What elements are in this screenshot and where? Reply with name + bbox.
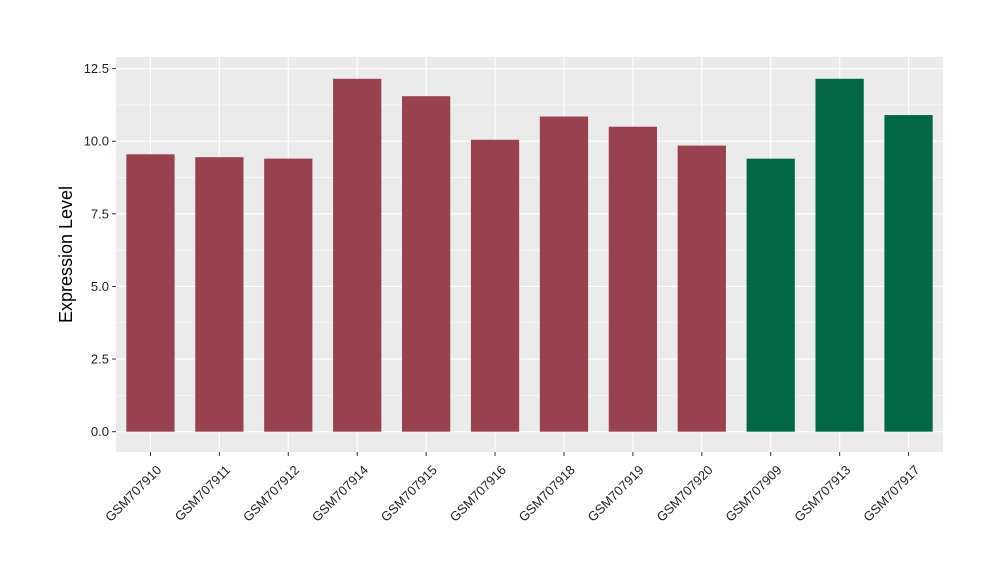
- bar-GSM707914: [333, 78, 382, 432]
- y-tick-label: 0.0: [91, 424, 109, 439]
- y-axis-title: Expression Level: [56, 186, 76, 323]
- bar-GSM707918: [539, 116, 589, 432]
- x-tick-label: GSM707912: [240, 462, 302, 524]
- x-tick-label: GSM707911: [172, 462, 234, 524]
- x-tick-label: GSM707916: [447, 462, 509, 524]
- y-tick-label: 7.5: [91, 206, 109, 221]
- x-tick-label: GSM707909: [722, 462, 784, 524]
- y-tick-label: 12.5: [84, 61, 109, 76]
- bar-GSM707920: [677, 145, 726, 432]
- plot-panel: [116, 57, 943, 452]
- y-tick-label: 5.0: [91, 279, 109, 294]
- x-tick-label: GSM707914: [309, 462, 371, 524]
- y-tick-label: 2.5: [91, 352, 109, 367]
- y-tick-label: 10.0: [84, 134, 109, 149]
- bar-GSM707911: [195, 157, 244, 432]
- bar-GSM707915: [402, 96, 451, 432]
- x-tick-label: GSM707918: [516, 462, 578, 524]
- x-tick-label: GSM707913: [791, 462, 853, 524]
- minor-gridlines: [116, 104, 943, 396]
- bar-GSM707917: [884, 115, 933, 432]
- bar-GSM707910: [126, 154, 175, 432]
- bar-GSM707916: [470, 139, 520, 432]
- bar-GSM707919: [608, 126, 657, 432]
- bar-GSM707909: [746, 158, 795, 432]
- bars: [126, 78, 933, 432]
- x-tick-label: GSM707920: [653, 462, 715, 524]
- bar-GSM707912: [264, 158, 313, 432]
- x-tick-label: GSM707910: [102, 462, 164, 524]
- x-tick-label: GSM707917: [860, 462, 922, 524]
- y-axis: 0.0 2.5 5.0 7.5 10.0 12.5: [84, 61, 116, 439]
- bar-GSM707913: [815, 78, 864, 432]
- x-tick-label: GSM707919: [585, 462, 647, 524]
- x-tick-label: GSM707915: [378, 462, 440, 524]
- x-axis: GSM707910 GSM707911 GSM707912 GSM707914 GSM7…: [102, 452, 922, 525]
